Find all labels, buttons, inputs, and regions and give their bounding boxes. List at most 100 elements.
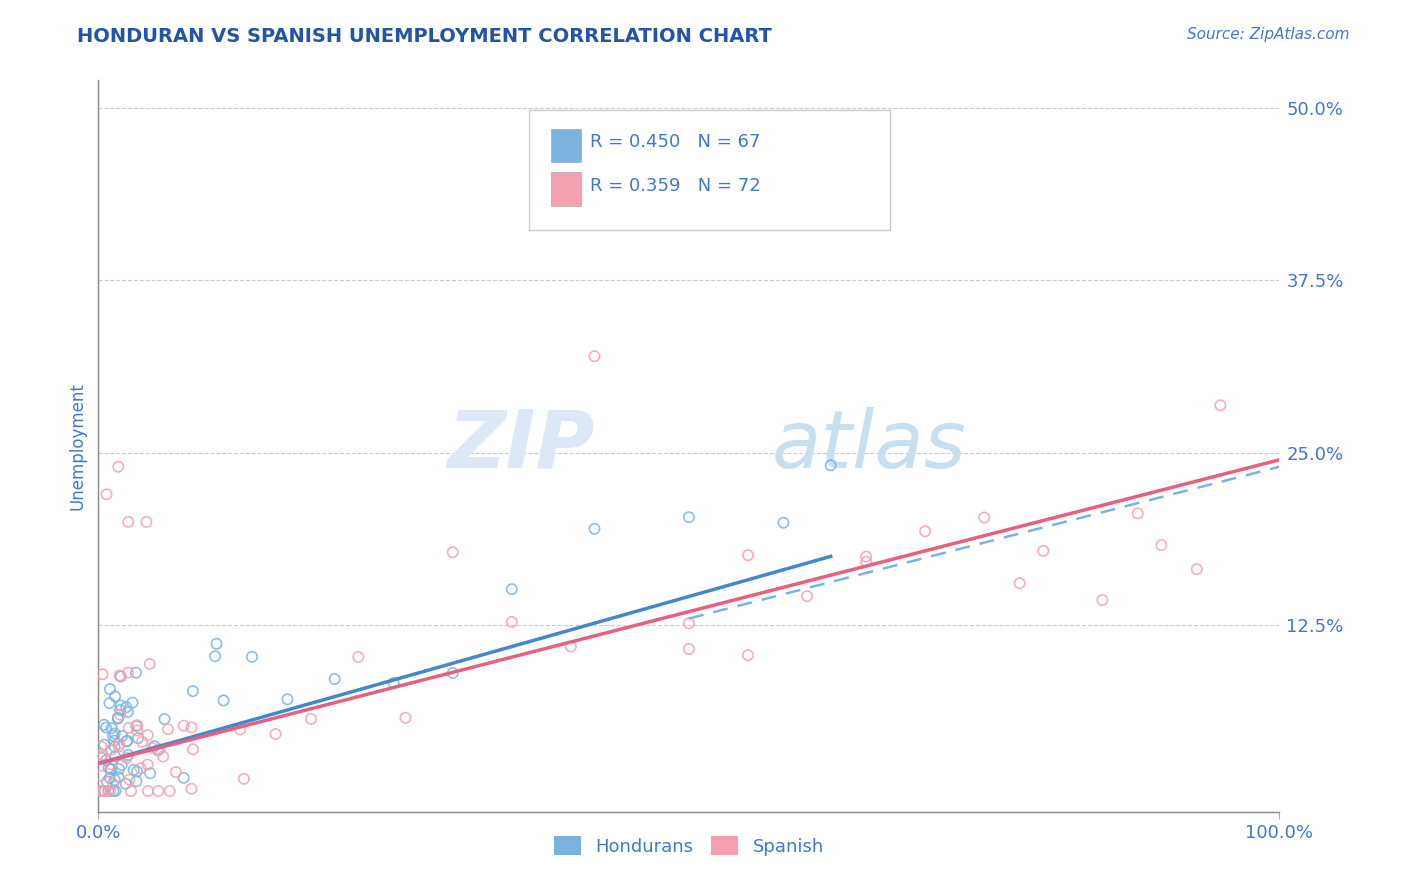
Point (127, 723, 149, 738)
Point (96, 487, 118, 501)
Point (94, 721, 117, 735)
Point (276, 692, 298, 706)
Point (240, 649, 263, 664)
Point (441, 545, 464, 559)
Point (104, 772, 127, 787)
Point (117, 734, 139, 748)
Point (125, 719, 148, 733)
Point (204, 649, 226, 664)
Point (141, 741, 163, 756)
Point (501, 582, 523, 596)
Point (159, 784, 181, 798)
Point (108, 707, 131, 722)
Point (90, 747, 112, 762)
Point (855, 555, 877, 569)
Text: ZIP: ZIP (447, 407, 595, 485)
Text: R = 0.450   N = 67: R = 0.450 N = 67 (589, 134, 761, 152)
Point (737, 648, 759, 663)
Point (108, 762, 131, 776)
Point (98, 696, 121, 710)
Point (583, 522, 606, 536)
Point (146, 743, 169, 757)
Point (131, 735, 153, 749)
Point (347, 650, 370, 665)
Point (173, 771, 195, 785)
Point (111, 729, 134, 743)
Point (855, 549, 877, 564)
Point (107, 712, 129, 726)
Point (125, 764, 148, 779)
Point (136, 784, 159, 798)
Point (90, 750, 112, 764)
Point (772, 516, 794, 530)
Point (501, 615, 523, 629)
Point (1008, 576, 1031, 591)
Point (97, 761, 120, 775)
Point (136, 757, 159, 772)
Point (560, 640, 582, 654)
Point (678, 642, 700, 657)
Point (117, 747, 139, 762)
Point (91, 784, 114, 798)
Point (1150, 538, 1173, 552)
Point (148, 784, 170, 798)
Point (139, 657, 162, 671)
FancyBboxPatch shape (551, 172, 582, 206)
Point (820, 458, 842, 473)
Point (90, 739, 112, 754)
Point (115, 700, 138, 714)
Point (93, 738, 115, 752)
Point (973, 510, 995, 524)
Point (98, 682, 121, 697)
Point (104, 739, 127, 754)
Point (91, 784, 114, 798)
Point (180, 720, 202, 734)
Point (135, 515, 157, 529)
Point (619, 184, 641, 198)
Point (148, 742, 170, 756)
Point (107, 459, 129, 474)
Point (107, 770, 129, 784)
Point (90, 769, 112, 783)
Point (90, 751, 112, 765)
Point (104, 784, 127, 798)
Point (173, 719, 195, 733)
Point (914, 524, 936, 539)
Point (139, 766, 162, 780)
Point (93, 784, 115, 798)
Point (127, 731, 149, 746)
Point (117, 705, 139, 719)
FancyBboxPatch shape (551, 128, 582, 162)
Point (90, 784, 112, 798)
Point (583, 349, 606, 363)
Point (181, 684, 204, 698)
Point (1032, 544, 1054, 558)
Point (110, 698, 132, 713)
Point (108, 739, 131, 754)
Point (165, 765, 187, 780)
Point (104, 726, 127, 740)
Point (100, 762, 122, 776)
Legend: Hondurans, Spanish: Hondurans, Spanish (544, 828, 834, 865)
Point (382, 676, 405, 690)
Point (153, 712, 176, 726)
Point (323, 672, 346, 686)
Point (143, 739, 166, 754)
Point (180, 781, 202, 796)
Point (1209, 398, 1232, 412)
Point (97, 784, 120, 798)
Point (120, 784, 142, 798)
Point (152, 749, 174, 764)
Text: HONDURAN VS SPANISH UNEMPLOYMENT CORRELATION CHART: HONDURAN VS SPANISH UNEMPLOYMENT CORRELA… (77, 27, 772, 45)
Y-axis label: Unemployment: Unemployment (69, 382, 87, 510)
Point (1185, 562, 1208, 576)
Point (1091, 593, 1114, 607)
Point (229, 723, 252, 737)
Point (101, 729, 124, 743)
Point (100, 763, 122, 777)
Point (108, 668, 131, 682)
Point (125, 774, 148, 789)
Point (101, 776, 124, 790)
Point (111, 758, 134, 772)
Point (94, 784, 117, 798)
